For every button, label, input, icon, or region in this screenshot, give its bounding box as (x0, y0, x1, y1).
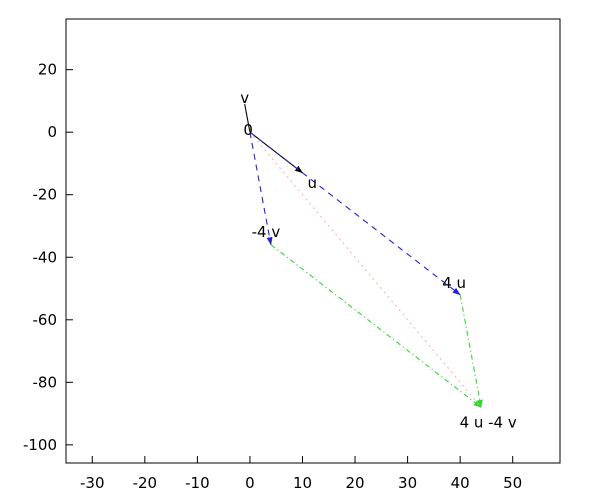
vector-v-line (244, 103, 251, 133)
x-tick-label: -20 (133, 474, 158, 492)
point-label-4u-4v: 4 u -4 v (460, 413, 517, 431)
x-tick-label: -10 (185, 474, 210, 492)
y-tick-label: -60 (33, 311, 58, 329)
x-tick-label: 40 (451, 474, 470, 492)
y-tick-label: -40 (33, 248, 58, 266)
y-tick-label: 20 (38, 61, 57, 79)
y-tick-label: -20 (33, 186, 58, 204)
point-label-u: u (307, 174, 317, 192)
vector-4u-line (249, 131, 461, 296)
x-tick-label: 30 (398, 474, 417, 492)
y-tick-label: -100 (23, 436, 57, 454)
point-label-0: 0 (243, 121, 253, 139)
y-tick-label: 0 (47, 123, 57, 141)
x-tick-label: -30 (80, 474, 105, 492)
x-tick-label: 0 (245, 474, 255, 492)
x-tick-label: 50 (503, 474, 522, 492)
x-tick-label: 10 (293, 474, 312, 492)
plot-frame (65, 18, 561, 464)
y-tick-label: -80 (33, 373, 58, 391)
point-label--4v: -4 v (252, 223, 281, 241)
diagonal-0-to-sum-line (249, 131, 482, 408)
side-4u-to-sum-line (459, 294, 483, 408)
x-tick-label: 20 (345, 474, 364, 492)
vector-minus4v-line (249, 132, 273, 246)
side-minus4v-to-sum-line (270, 244, 482, 408)
point-label-v: v (240, 89, 249, 107)
point-label-4u: 4 u (442, 274, 466, 292)
